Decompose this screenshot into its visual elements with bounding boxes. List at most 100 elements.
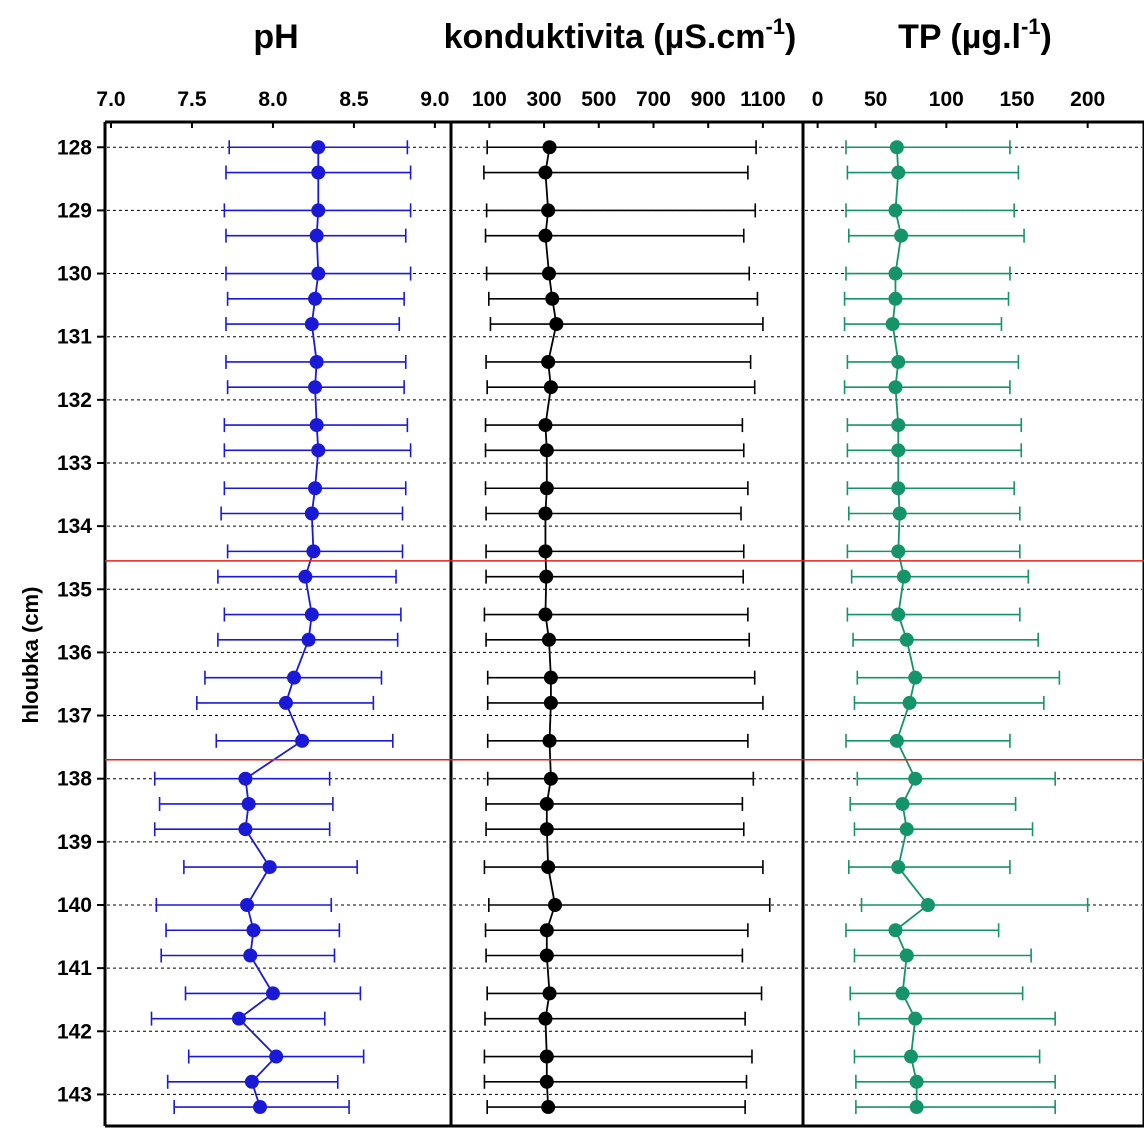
data-point-cond — [539, 1074, 554, 1089]
x-tick-label-tp: 50 — [864, 88, 887, 111]
x-tick-label-tp: 100 — [929, 88, 964, 111]
data-point-cond — [539, 1049, 554, 1064]
data-point-tp — [902, 695, 917, 710]
data-point-ph — [308, 380, 323, 395]
panel-title-main-cond: konduktivita (µS.cm — [444, 18, 766, 56]
data-point-cond — [542, 140, 557, 155]
data-point-ph — [295, 733, 310, 748]
y-tick-label: 142 — [57, 1020, 92, 1043]
data-point-cond — [548, 897, 563, 912]
x-tick-label-tp: 150 — [999, 88, 1034, 111]
x-tick-label-ph: 7.5 — [177, 88, 207, 111]
y-tick-label: 134 — [57, 515, 92, 538]
y-axis-label: hloubka (cm) — [18, 587, 43, 724]
panel-title-ph: pH — [253, 18, 298, 56]
y-tick-label: 138 — [57, 768, 92, 791]
panel-title-tp: TP (µg.l-1) — [898, 14, 1052, 56]
y-tick-label: 132 — [57, 389, 92, 412]
data-point-cond — [543, 695, 558, 710]
data-point-cond — [541, 266, 556, 281]
data-point-cond — [541, 203, 556, 218]
data-point-tp — [888, 291, 903, 306]
y-tick-label: 137 — [57, 705, 92, 728]
data-point-cond — [545, 291, 560, 306]
panel-title-tail-cond: ) — [785, 18, 796, 56]
panel-cond: konduktivita (µS.cm-1) 100 300 500 700 900 110… — [444, 14, 824, 1126]
data-point-tp — [899, 822, 914, 837]
data-point-cond — [542, 733, 557, 748]
data-point-ph — [308, 481, 323, 496]
panel-title-main-ph: pH — [253, 18, 298, 56]
data-point-tp — [908, 1011, 923, 1026]
data-point-tp — [891, 165, 906, 180]
depth-ticks: 128 129 130 131 132 133 134 135 136 137 138 139 140 1… — [57, 136, 105, 1106]
panel-title-sup-cond: -1 — [765, 14, 785, 39]
data-point-ph — [311, 266, 326, 281]
data-point-tp — [908, 771, 923, 786]
y-tick-label: 131 — [57, 326, 92, 349]
panel-title-sup-tp: -1 — [1021, 14, 1041, 39]
x-tick-label-ph: 9.0 — [420, 88, 449, 111]
data-point-ph — [306, 544, 321, 559]
data-point-ph — [238, 822, 253, 837]
x-tick-label-cond: 700 — [636, 88, 671, 111]
y-tick-label: 140 — [57, 894, 92, 917]
data-point-cond — [539, 481, 554, 496]
data-point-tp — [920, 897, 935, 912]
data-point-tp — [888, 266, 903, 281]
y-tick-label: 143 — [57, 1083, 92, 1106]
data-point-ph — [246, 923, 261, 938]
data-point-cond — [539, 822, 554, 837]
data-point-cond — [539, 796, 554, 811]
data-point-cond — [539, 948, 554, 963]
panel-title-main-tp: TP (µg.l — [898, 18, 1021, 56]
series-line-tp — [891, 147, 930, 1108]
data-point-ph — [240, 897, 255, 912]
x-tick-label-cond: 900 — [691, 88, 726, 111]
x-tick-label-cond: 0 — [812, 88, 824, 111]
data-point-tp — [904, 1049, 918, 1064]
data-point-tp — [885, 317, 900, 332]
panel-title-cond: konduktivita (µS.cm-1) — [444, 14, 797, 56]
data-point-ph — [309, 354, 324, 369]
data-point-ph — [287, 670, 302, 685]
data-point-tp — [899, 948, 914, 963]
data-point-cond — [539, 923, 554, 938]
x-tick-label-ph: 7.0 — [96, 88, 125, 111]
data-point-ph — [311, 443, 326, 458]
y-tick-label: 128 — [57, 136, 92, 159]
data-point-cond — [538, 165, 553, 180]
data-point-ph — [311, 140, 326, 155]
x-tick-label-cond: 300 — [527, 88, 562, 111]
data-point-tp — [891, 544, 906, 559]
data-point-tp — [888, 203, 903, 218]
data-point-cond — [538, 1011, 553, 1026]
data-point-cond — [543, 380, 558, 395]
data-point-tp — [894, 228, 909, 243]
data-point-ph — [311, 165, 326, 180]
data-point-ph — [309, 418, 324, 433]
y-tick-label: 139 — [57, 831, 92, 854]
data-point-tp — [895, 986, 910, 1001]
data-point-tp — [891, 607, 906, 622]
data-point-ph — [301, 632, 316, 647]
data-point-ph — [243, 948, 258, 963]
data-point-ph — [304, 317, 319, 332]
y-tick-label: 130 — [57, 263, 92, 286]
data-point-ph — [244, 1074, 259, 1089]
x-tick-label-cond: 1100 — [740, 88, 786, 111]
data-point-cond — [549, 317, 564, 332]
y-tick-label: 129 — [57, 199, 92, 222]
data-point-tp — [889, 733, 904, 748]
data-point-ph — [252, 1100, 267, 1115]
y-tick-label: 133 — [57, 452, 92, 475]
data-point-tp — [909, 1074, 924, 1089]
data-point-tp — [891, 443, 906, 458]
data-point-cond — [539, 443, 554, 458]
data-point-tp — [908, 670, 923, 685]
data-point-cond — [543, 771, 558, 786]
panel-ph: pH 7.0 7.5 8.0 8.5 9.0 — [96, 18, 453, 1126]
x-tick-label-cond: 500 — [581, 88, 616, 111]
data-point-cond — [541, 354, 556, 369]
